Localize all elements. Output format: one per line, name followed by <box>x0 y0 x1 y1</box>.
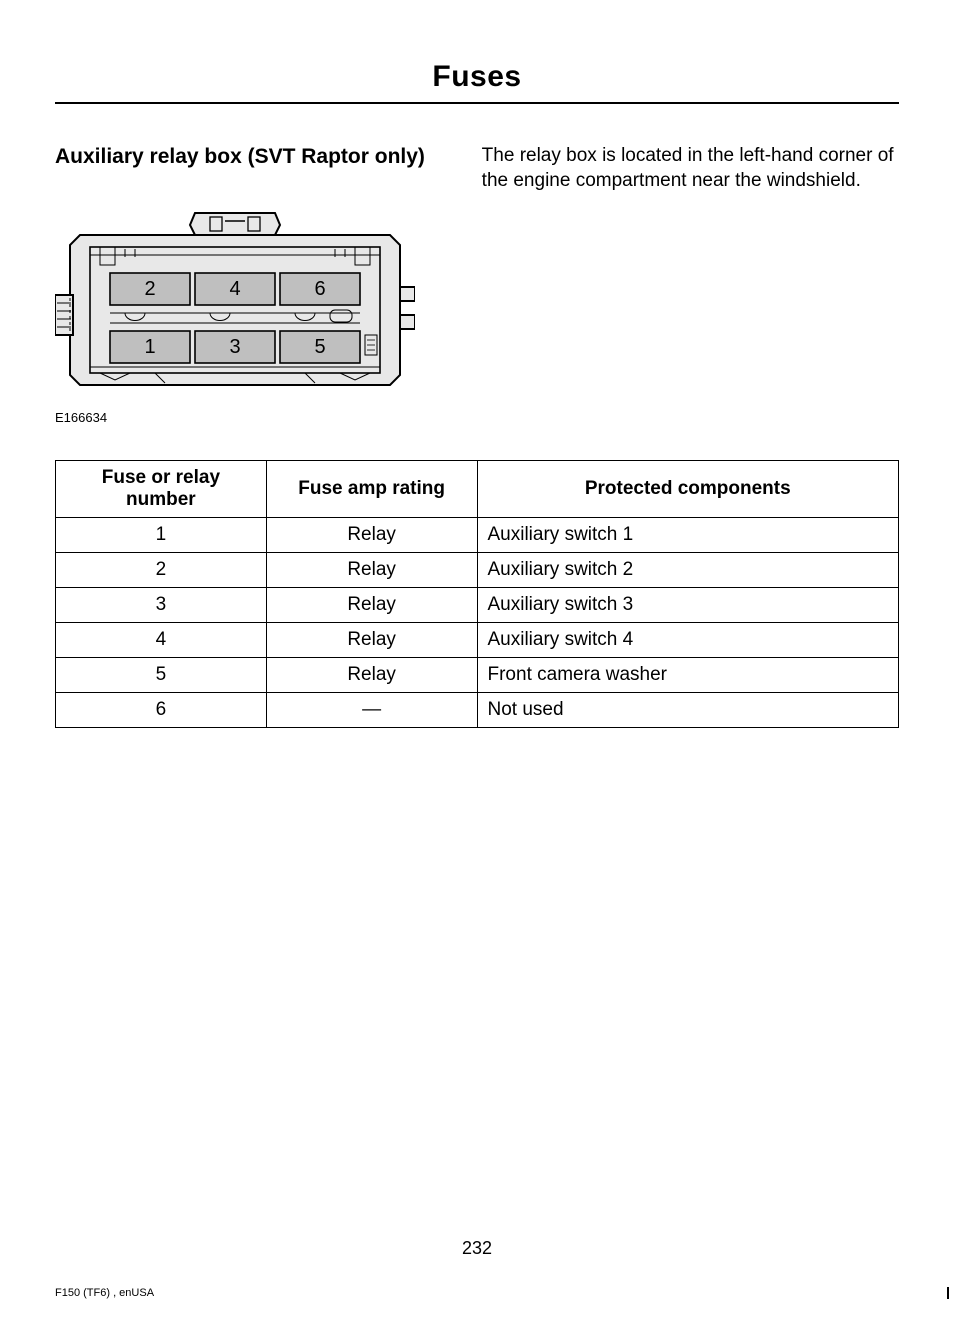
table-header-components: Protected components <box>477 461 899 518</box>
table-row: 4RelayAuxiliary switch 4 <box>56 623 899 658</box>
page: Fuses Auxiliary relay box (SVT Raptor on… <box>0 0 954 1329</box>
fuse-table: Fuse or relay number Fuse amp rating Pro… <box>55 460 899 728</box>
cell-components: Auxiliary switch 4 <box>477 623 899 658</box>
cell-rating: Relay <box>266 658 477 693</box>
table-header-number: Fuse or relay number <box>56 461 267 518</box>
relay-box-diagram: 2 4 6 1 3 5 <box>55 195 415 425</box>
cell-rating: — <box>266 693 477 728</box>
cell-components: Auxiliary switch 3 <box>477 588 899 623</box>
content-row: Auxiliary relay box (SVT Raptor only) <box>55 144 899 430</box>
cell-rating: Relay <box>266 623 477 658</box>
cell-number: 2 <box>56 553 267 588</box>
slot-label-3: 3 <box>229 336 240 358</box>
table-row: 1RelayAuxiliary switch 1 <box>56 518 899 553</box>
section-title: Auxiliary relay box (SVT Raptor only) <box>55 144 452 170</box>
page-number: 232 <box>0 1238 954 1259</box>
cell-number: 1 <box>56 518 267 553</box>
table-header-rating: Fuse amp rating <box>266 461 477 518</box>
slot-label-2: 2 <box>144 278 155 300</box>
cell-components: Auxiliary switch 1 <box>477 518 899 553</box>
slot-label-1: 1 <box>144 336 155 358</box>
relay-box-svg: 2 4 6 1 3 5 <box>55 195 415 405</box>
slot-label-4: 4 <box>229 278 240 300</box>
cell-number: 4 <box>56 623 267 658</box>
table-row: 5RelayFront camera washer <box>56 658 899 693</box>
corner-mark <box>947 1287 949 1299</box>
footer-doc-ref: F150 (TF6) , enUSA <box>55 1287 154 1299</box>
slot-label-5: 5 <box>314 336 325 358</box>
right-column: The relay box is located in the left-han… <box>482 144 899 430</box>
cell-rating: Relay <box>266 553 477 588</box>
cell-components: Front camera washer <box>477 658 899 693</box>
cell-rating: Relay <box>266 518 477 553</box>
cell-number: 5 <box>56 658 267 693</box>
table-row: 6—Not used <box>56 693 899 728</box>
cell-rating: Relay <box>266 588 477 623</box>
cell-number: 6 <box>56 693 267 728</box>
table-row: 2RelayAuxiliary switch 2 <box>56 553 899 588</box>
page-title: Fuses <box>432 60 521 93</box>
page-header: Fuses <box>55 60 899 104</box>
table-row: 3RelayAuxiliary switch 3 <box>56 588 899 623</box>
cell-components: Auxiliary switch 2 <box>477 553 899 588</box>
slot-label-6: 6 <box>314 278 325 300</box>
cell-components: Not used <box>477 693 899 728</box>
diagram-reference-label: E166634 <box>55 410 415 425</box>
section-description: The relay box is located in the left-han… <box>482 145 894 191</box>
table-header-row: Fuse or relay number Fuse amp rating Pro… <box>56 461 899 518</box>
cell-number: 3 <box>56 588 267 623</box>
left-column: Auxiliary relay box (SVT Raptor only) <box>55 144 452 430</box>
